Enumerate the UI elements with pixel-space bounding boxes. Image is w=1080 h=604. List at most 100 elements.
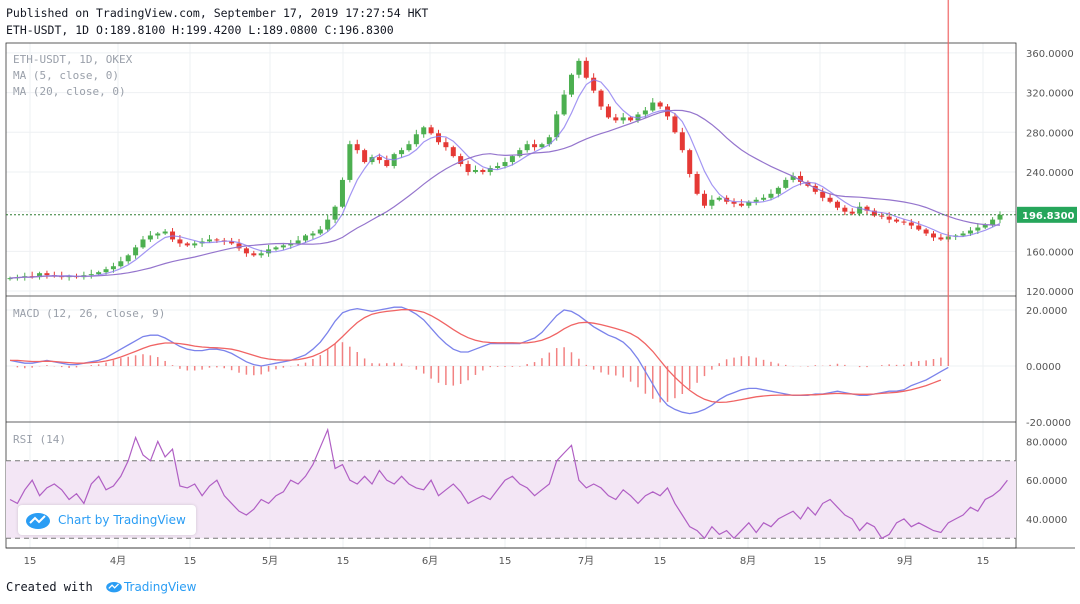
candle-body: [546, 137, 552, 145]
candle-body: [214, 239, 220, 241]
candle-body: [96, 272, 102, 275]
price-legend: ETH-USDT, 1D, OKEX: [13, 53, 133, 66]
candle-body: [524, 144, 530, 151]
pane-frames: [5, 42, 1075, 549]
chart-by-tradingview-badge[interactable]: Chart by TradingView: [18, 505, 196, 535]
candle-body: [642, 110, 648, 115]
time-tick-label: 7月: [578, 555, 594, 567]
candle-body: [679, 132, 685, 151]
candle-body: [332, 206, 338, 220]
candle-body: [133, 247, 139, 256]
candle-body: [916, 225, 922, 230]
candle-body: [465, 164, 471, 172]
price-tick-label: 120.0000: [1026, 287, 1074, 298]
signal-line: [10, 309, 942, 404]
macd-legend: MACD (12, 26, close, 9): [13, 307, 165, 320]
tradingview-link[interactable]: TradingView: [123, 580, 197, 594]
legends: ETH-USDT, 1D, OKEX MA (5, close, 0) MA (20…: [13, 53, 165, 446]
candle-body: [827, 197, 833, 202]
candle-body: [746, 201, 752, 206]
macd-tick-label: -20.0000: [1026, 418, 1071, 429]
candle-body: [554, 114, 560, 138]
candle-body: [436, 133, 442, 143]
candle-body: [376, 157, 382, 161]
candle-body: [871, 210, 877, 216]
rsi-tick-label: 60.0000: [1026, 476, 1067, 487]
candle-body: [509, 156, 515, 163]
candle-body: [413, 134, 419, 145]
candle-body: [399, 150, 405, 155]
candle-body: [428, 127, 434, 134]
candle-body: [354, 144, 360, 151]
candle-body: [118, 261, 124, 267]
candle-body: [650, 102, 656, 111]
candle-body: [790, 175, 796, 180]
price-tick-label: 320.0000: [1026, 89, 1074, 100]
candle-body: [620, 117, 626, 121]
candle-body: [362, 150, 368, 163]
time-tick-label: 15: [814, 556, 827, 567]
candle-body: [931, 233, 937, 238]
candle-body: [923, 229, 929, 234]
time-tick-label: 8月: [740, 555, 756, 567]
candle-body: [236, 243, 242, 249]
candle-body: [339, 179, 345, 207]
time-tick-label: 4月: [110, 555, 126, 567]
price-tick-label: 360.0000: [1026, 49, 1074, 60]
candle-body: [960, 233, 966, 236]
rsi-legend: RSI (14): [13, 433, 66, 446]
time-tick-label: 5月: [262, 555, 278, 567]
candle-body: [761, 197, 767, 200]
candle-body: [532, 144, 538, 148]
candle-body: [325, 219, 331, 230]
rsi-tick-label: 40.0000: [1026, 515, 1067, 526]
candle-body: [243, 248, 249, 254]
candle-body: [406, 144, 412, 151]
candle-body: [517, 150, 523, 157]
candle-body: [768, 193, 774, 198]
candle-body: [775, 187, 781, 194]
last-price-label: 196.8300: [1022, 211, 1075, 222]
macd-pane: [9, 0, 950, 415]
candle-body: [938, 237, 944, 240]
candle-body: [849, 211, 855, 214]
candle-body: [738, 203, 744, 206]
price-tick-label: 280.0000: [1026, 128, 1074, 139]
candle-body: [687, 150, 693, 174]
candle-body: [502, 162, 508, 167]
time-tick-label: 6月: [422, 555, 438, 567]
candle-body: [206, 239, 212, 242]
candle-body: [539, 144, 545, 148]
candle-body: [229, 241, 235, 244]
candle-body: [694, 173, 700, 194]
candle-body: [472, 169, 478, 172]
candle-body: [886, 216, 892, 220]
candle-body: [701, 193, 707, 206]
price-tick-label: 160.0000: [1026, 247, 1074, 258]
price-legend: MA (20, close, 0): [13, 85, 126, 98]
candle-body: [7, 278, 13, 280]
candle-body: [88, 274, 94, 276]
candle-body: [716, 197, 722, 200]
candle-body: [317, 229, 323, 234]
candle-body: [162, 231, 168, 234]
candle-body: [997, 214, 1003, 220]
candle-body: [975, 227, 981, 231]
candle-body: [487, 168, 493, 172]
candle-body: [110, 266, 116, 270]
candle-body: [347, 144, 353, 180]
rsi-line: [9, 427, 1008, 540]
price-pane: [6, 57, 1016, 281]
candle-body: [628, 117, 634, 121]
candle-body: [103, 269, 109, 273]
price-tick-label: 240.0000: [1026, 168, 1074, 179]
published-label: Published on TradingView.com, September …: [6, 6, 429, 20]
time-axis: 15 4月 15 5月 15 6月 15 7月 15 8月 15 9月 15: [24, 555, 990, 567]
macd-tick-label: 20.0000: [1026, 306, 1067, 317]
candle-body: [798, 175, 804, 182]
candle-body: [709, 199, 715, 206]
candle-body: [458, 156, 464, 165]
candle-body: [990, 219, 996, 225]
tradingview-cloud-icon: [106, 581, 122, 593]
candle-body: [672, 116, 678, 133]
